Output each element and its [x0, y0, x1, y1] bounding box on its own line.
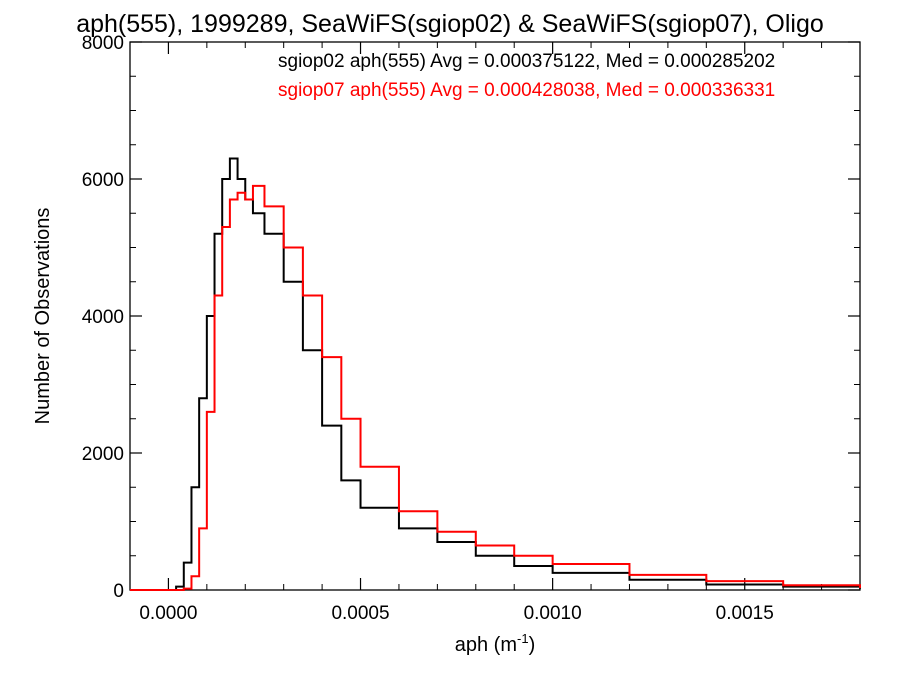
- y-tick-label: 2000: [82, 444, 124, 465]
- y-tick-labels: 0 2000 4000 6000 8000: [82, 33, 124, 602]
- tick-marks: [129, 41, 861, 591]
- x-axis-label-close: ): [529, 634, 536, 656]
- plot-frame: [129, 41, 861, 591]
- y-tick-label: 8000: [82, 33, 124, 54]
- x-tick-labels: 0.0000 0.0005 0.0010 0.0015: [139, 603, 773, 624]
- series-line-sgiop02: [130, 157, 861, 591]
- y-tick-label: 6000: [82, 170, 124, 191]
- series-line-sgiop07: [130, 184, 861, 591]
- y-tick-label: 0: [113, 581, 124, 602]
- legend-entry-sgiop07: sgiop07 aph(555) Avg = 0.000428038, Med …: [278, 80, 775, 101]
- y-tick-label: 4000: [82, 307, 124, 328]
- series-layer: [130, 157, 861, 591]
- legend-entry-sgiop02: sgiop02 aph(555) Avg = 0.000375122, Med …: [278, 51, 775, 72]
- chart-title: aph(555), 1999289, SeaWiFS(sgiop02) & Se…: [76, 10, 824, 38]
- x-tick-label: 0.0005: [331, 603, 389, 624]
- x-axis-label-main: aph (m: [455, 634, 517, 656]
- x-tick-label: 0.0015: [716, 603, 774, 624]
- y-axis-label: Number of Observations: [32, 208, 54, 425]
- x-axis-label-superscript: -1: [517, 631, 529, 646]
- x-tick-label: 0.0010: [524, 603, 582, 624]
- x-axis-label: aph (m-1): [455, 631, 535, 656]
- x-tick-label: 0.0000: [139, 603, 197, 624]
- legend: sgiop02 aph(555) Avg = 0.000375122, Med …: [278, 51, 775, 101]
